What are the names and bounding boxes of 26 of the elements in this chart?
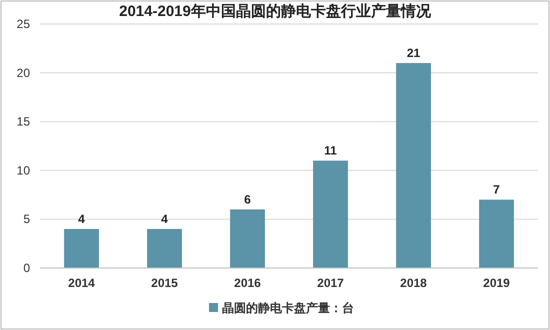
x-tick-label: 2016 <box>234 276 262 290</box>
data-label: 11 <box>324 144 338 158</box>
legend-label: 晶圆的静电卡盘产量：台 <box>222 301 354 315</box>
data-label: 7 <box>493 182 500 197</box>
data-label: 21 <box>406 46 420 60</box>
y-tick-label: 15 <box>16 114 30 129</box>
y-tick-label: 0 <box>23 261 30 275</box>
y-tick-label: 10 <box>16 163 30 178</box>
x-tick-label: 2015 <box>151 276 178 290</box>
x-tick-label: 2018 <box>400 276 428 290</box>
bar <box>479 200 514 268</box>
data-label: 6 <box>244 192 252 206</box>
x-tick-label: 2019 <box>483 276 510 290</box>
x-tick-label: 2014 <box>68 276 96 290</box>
data-label: 4 <box>78 212 86 226</box>
data-label: 4 <box>161 212 168 226</box>
y-tick-label: 25 <box>16 17 30 31</box>
bar <box>147 228 182 268</box>
x-tick-label: 2017 <box>317 276 344 290</box>
chart-title: 2014-2019年中国晶圆的静电卡盘行业产量情况 <box>119 3 432 20</box>
bar <box>396 63 431 268</box>
y-tick-label: 20 <box>16 66 30 80</box>
bar <box>230 209 265 268</box>
bar <box>313 160 348 268</box>
bar <box>64 228 99 268</box>
y-tick-label: 5 <box>23 212 30 226</box>
